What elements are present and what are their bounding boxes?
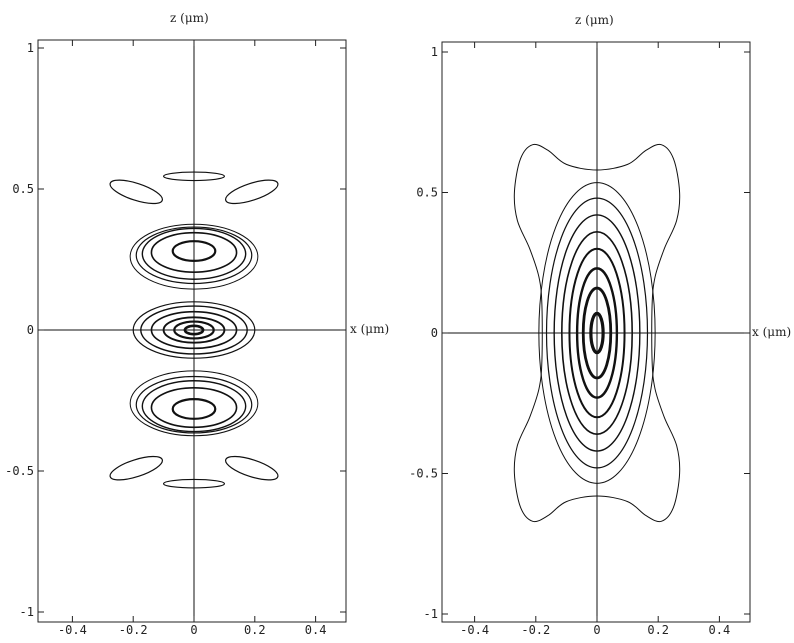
left-z-tick-label: 0	[27, 323, 34, 337]
left-x-tick-label: 0.4	[305, 623, 327, 637]
left-z-tick-label: 1	[27, 41, 34, 55]
right-x-axis-label: x (μm)	[752, 325, 791, 339]
right-x-tick-label: -0.2	[521, 623, 550, 637]
left-x-tick-label: -0.4	[58, 623, 87, 637]
right-x-tick-label: -0.4	[460, 623, 489, 637]
right-z-tick-label: 1	[431, 45, 438, 59]
left-x-tick-label: 0	[190, 623, 197, 637]
left-contour-line	[225, 455, 279, 481]
left-x-axis-label: x (μm)	[350, 322, 389, 336]
right-axes: -0.4 -0.2 0 0.2 0.4 1 0.5 0 -0.5 -1	[409, 42, 750, 637]
right-z-tick-label: 0.5	[416, 186, 438, 200]
right-z-tick-label: -1	[424, 607, 438, 621]
right-z-tick-label: -0.5	[409, 467, 438, 481]
right-x-tick-label: 0.2	[647, 623, 669, 637]
left-x-tick-label: 0.2	[244, 623, 266, 637]
left-z-tick-label: -1	[20, 605, 34, 619]
right-x-tick-label: 0	[593, 623, 600, 637]
left-x-tick-label: -0.2	[119, 623, 148, 637]
left-contour-line	[109, 455, 163, 481]
right-x-tick-label: 0.4	[709, 623, 731, 637]
right-z-tick-label: 0	[431, 326, 438, 340]
left-contour-panel: -0.4 -0.2 0 0.2 0.4 1 0.5 0 -0.5 -1 z (μm) x (μm)	[5, 11, 389, 637]
right-plot-frame	[441, 41, 751, 623]
left-axes: -0.4 -0.2 0 0.2 0.4 1 0.5 0 -0.5 -1	[5, 40, 346, 637]
left-contour-line	[225, 179, 279, 205]
left-z-tick-label: 0.5	[12, 182, 34, 196]
left-z-tick-label: -0.5	[5, 464, 34, 478]
left-plot-frame	[37, 39, 347, 623]
right-contour-panel: -0.4 -0.2 0 0.2 0.4 1 0.5 0 -0.5 -1 z (μm) x (μm)	[409, 13, 791, 637]
left-z-axis-label: z (μm)	[170, 11, 209, 25]
right-z-axis-label: z (μm)	[575, 13, 614, 27]
left-contour-line	[109, 179, 163, 205]
